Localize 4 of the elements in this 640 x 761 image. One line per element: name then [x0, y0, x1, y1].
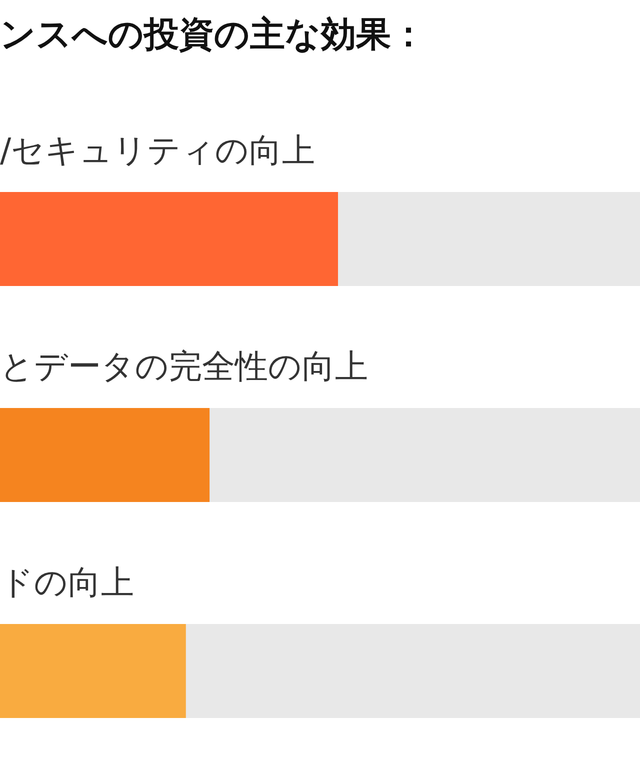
y-tick-label: ドの向上 — [0, 562, 134, 602]
chart-title: ンスへの投資の主な効果： — [0, 14, 426, 57]
y-tick-label: /セキュリティの向上 — [0, 130, 316, 170]
y-tick-label: とデータの完全性の向上 — [0, 346, 368, 386]
